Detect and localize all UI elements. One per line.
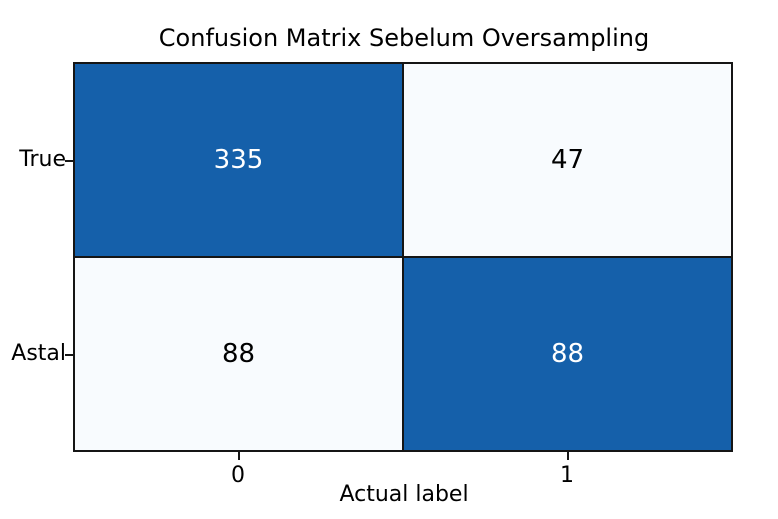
x-tick-label-0: 0 <box>231 463 245 488</box>
y-tick-label-true: True <box>19 147 66 172</box>
y-tick-mark-astal <box>65 354 73 356</box>
x-axis-label: Actual label <box>339 482 469 507</box>
x-tick-mark-0 <box>238 452 240 460</box>
matrix-cell-astal-1: 88 <box>404 258 731 450</box>
chart-title: Confusion Matrix Sebelum Oversampling <box>158 24 650 52</box>
x-tick-label-1: 1 <box>560 463 574 488</box>
y-tick-mark-true <box>65 160 73 162</box>
matrix-cell-true-0: 335 <box>75 64 402 256</box>
matrix-cell-true-1: 47 <box>404 64 731 256</box>
y-tick-label-astal: Astal <box>11 341 66 366</box>
x-tick-mark-1 <box>567 452 569 460</box>
matrix-cell-astal-0: 88 <box>75 258 402 450</box>
plot-area: 335 47 88 88 <box>73 62 733 452</box>
